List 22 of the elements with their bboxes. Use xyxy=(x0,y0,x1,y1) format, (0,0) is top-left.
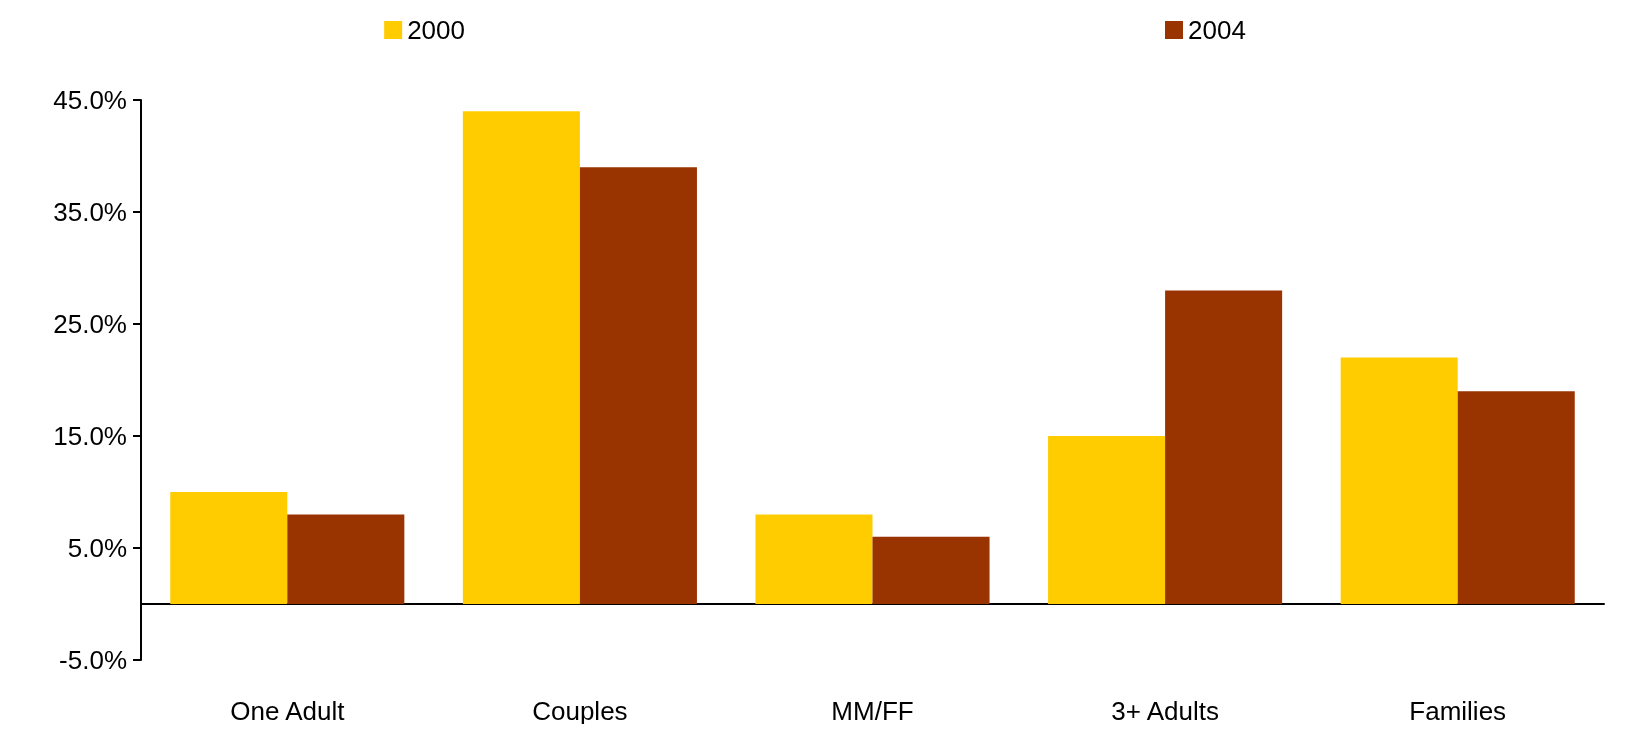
bar xyxy=(755,514,873,604)
y-tick-label: 35.0% xyxy=(53,197,127,227)
legend-label: 2000 xyxy=(407,15,465,45)
y-tick-label: 5.0% xyxy=(67,533,127,563)
bar xyxy=(872,536,990,604)
bar xyxy=(1165,290,1283,604)
bar xyxy=(579,167,697,604)
x-tick-label: MM/FF xyxy=(831,696,914,726)
bar xyxy=(1048,436,1166,604)
x-tick-label: Families xyxy=(1409,696,1507,726)
bar xyxy=(170,492,288,604)
bar xyxy=(1457,391,1575,604)
y-tick-label: 15.0% xyxy=(53,421,127,451)
bar xyxy=(287,514,405,604)
y-tick-label: 45.0% xyxy=(53,85,127,115)
legend-label: 2004 xyxy=(1188,15,1246,45)
y-tick-label: 25.0% xyxy=(53,309,127,339)
x-tick-label: One Adult xyxy=(230,696,346,726)
x-tick-label: 3+ Adults xyxy=(1111,696,1219,726)
bar xyxy=(462,111,580,604)
bar xyxy=(1340,357,1458,604)
y-tick-label: -5.0% xyxy=(59,645,127,675)
